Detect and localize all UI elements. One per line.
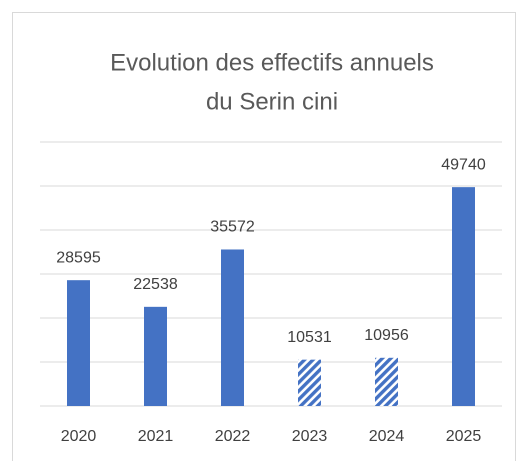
x-tick-label: 2024 — [369, 428, 405, 445]
x-tick-label: 2021 — [138, 428, 174, 445]
x-tick-label: 2022 — [215, 428, 251, 445]
data-label: 28595 — [56, 249, 101, 266]
x-tick-label: 2023 — [292, 428, 328, 445]
chart-title: Evolution des effectifs annuels — [110, 49, 434, 76]
bar — [144, 306, 167, 406]
chart-frame — [12, 12, 516, 461]
data-label: 35572 — [210, 219, 255, 236]
data-label: 10531 — [287, 329, 332, 346]
data-label: 10956 — [364, 327, 409, 344]
data-label: 22538 — [133, 276, 178, 293]
bar — [298, 359, 321, 406]
bar — [375, 357, 398, 406]
bar — [67, 280, 90, 406]
bar — [221, 249, 244, 406]
x-tick-label: 2020 — [61, 428, 97, 445]
chart-title: du Serin cini — [206, 88, 338, 115]
bar — [452, 187, 475, 406]
data-label: 49740 — [441, 156, 486, 173]
x-tick-label: 2025 — [446, 428, 482, 445]
